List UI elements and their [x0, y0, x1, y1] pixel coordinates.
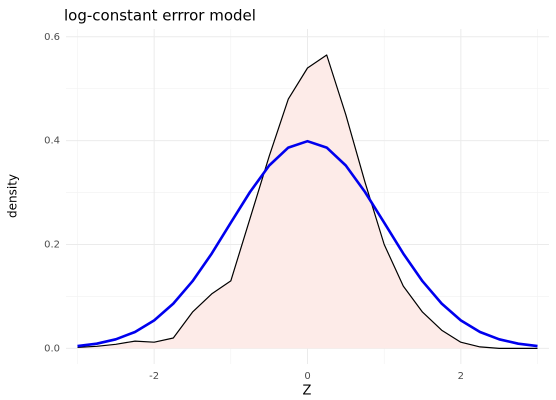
- y-tick-label: 0.2: [44, 240, 60, 251]
- x-tick-label: 2: [458, 371, 464, 382]
- density-area: [77, 55, 538, 349]
- x-tick-label: -2: [149, 371, 159, 382]
- chart-title: log-constant errror model: [64, 7, 256, 25]
- normal-curve: [77, 139, 538, 348]
- density-line: [77, 54, 538, 349]
- x-tick-label: 0: [304, 371, 310, 382]
- y-tick-label: 0.6: [44, 32, 60, 43]
- x-axis-label: Z: [303, 384, 312, 399]
- y-tick-label: 0.0: [44, 343, 60, 354]
- y-tick-label: 0.4: [44, 136, 60, 147]
- y-axis-label: density: [6, 174, 20, 218]
